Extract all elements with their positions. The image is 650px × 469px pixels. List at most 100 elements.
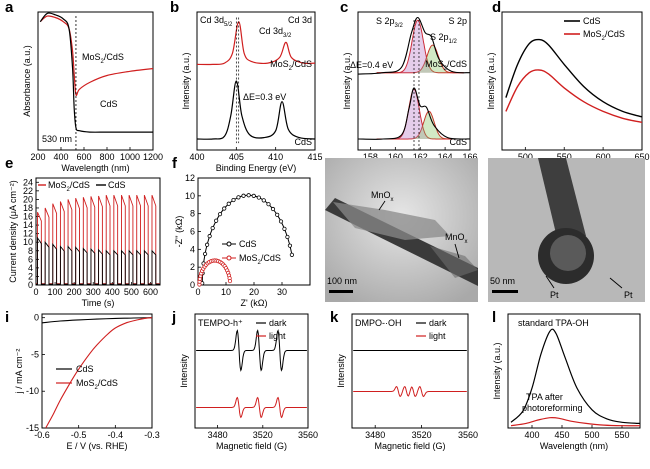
panel-j: j 3480 3520 3560 Magnetic field (G) Intensity… [171,309,318,451]
data-point [289,252,295,257]
arrow [454,243,460,259]
x-tick-label: -0.5 [71,430,87,440]
legend-entry: MoS2/CdS [48,180,90,193]
data-point [246,193,251,198]
data-point [236,195,241,200]
x-tick-label: 200 [30,152,45,162]
panel-g: gMnOxMnOx100 nm [325,158,478,302]
data-point [261,198,266,203]
y-tick-label: 0 [190,280,195,290]
x-tick-label: 3480 [365,430,385,440]
x-axis-label: Magnetic field (G) [374,441,445,451]
legend-marker [226,241,232,247]
y-tick-label: 0 [28,280,33,290]
x-tick-label: 400 [53,152,68,162]
panel-letter: i [5,309,9,326]
peak-label: Cd 3d3/2 [259,26,292,39]
x-tick-label: 600 [143,287,158,297]
curve-label-mos2-cds: MoS2/CdS [425,59,467,72]
curve-label-mos2-cds: MoS2/CdS [270,59,312,72]
x-tick-label: 1000 [120,152,140,162]
legend-cds: CdS [100,99,118,109]
y-tick-label: 8 [28,246,33,256]
x-tick-label: 10 [221,287,231,297]
legend-entry: CdS [76,364,94,374]
series-cds [41,317,153,324]
y-tick-label: 4 [28,263,33,273]
data-point [204,242,210,247]
data-point [226,201,231,206]
x-tick-label: 3560 [298,430,318,440]
pt-label: Pt [624,290,633,300]
y-axis-label: -Z'' (kΩ) [174,216,184,248]
panel-f: f 0 10 20 30 0 2 4 6 8 10 12 Z' (kΩ) -Z'' (kΩ) CdS MoS2… [172,155,311,308]
y-tick-label: 12 [185,173,195,183]
x-tick-label: 300 [86,287,101,297]
data-point [241,193,246,198]
y-tick-label: -15 [26,423,39,433]
series-cds [36,236,160,285]
x-tick-label: -0.3 [144,430,160,440]
data-point [251,193,256,198]
data-point [278,219,284,224]
x-tick-label: 500 [518,152,533,162]
plot-frame [351,313,469,429]
panel-h: hPtPt50 nm [488,158,645,302]
particle-core [550,235,586,271]
legend-entry: light [429,331,446,341]
data-point [210,225,215,231]
panel-a: a 200 400 600 800 1000 1200 Wavelength (nm) Abso… [5,0,163,173]
legend-entry: CdS [583,16,601,26]
data-point [285,234,290,240]
fit-area [376,20,464,73]
panel-k: k 3480 3520 3560 Magnetic field (G) Intensity… [330,309,478,451]
series-mos2-cds [45,317,153,429]
x-tick-label: 415 [307,152,322,162]
legend-entry: light [269,331,286,341]
panel-c: c158160162164166Binding Energy (eV)Inten… [340,0,478,173]
y-axis-label: Intensity (a.u.) [486,52,496,109]
data-point [231,197,236,203]
panel-letter: j [171,309,176,326]
scale-bar-label: 100 nm [327,276,357,286]
y-tick-label: 24 [23,177,33,187]
mnox-layer [333,202,450,240]
legend-entry: dark [269,318,287,328]
curve-label-tpa: photoreforming [522,403,583,413]
series-cds [39,12,153,133]
scale-bar [492,290,518,293]
x-tick-label: 200 [67,287,82,297]
x-tick-label: 3560 [458,430,478,440]
panel-e: e0 100 200 300 400 500 60002468101214161820222… [5,155,161,308]
y-axis-label: Intensity [336,354,346,388]
series-light [353,385,467,398]
y-axis-label: Intensity (a.u.) [492,342,502,399]
data-point [282,226,287,231]
data-point [270,206,276,212]
x-tick-label: 0 [195,287,200,297]
legend-entry: MoS2/CdS [239,253,281,266]
panel-b: b 400 405 410 415 Binding Energy (eV) Intensit… [170,0,323,173]
x-tick-label: 20 [249,287,259,297]
fit-area [376,89,464,139]
mnox-label: MnOx [445,232,468,245]
y-tick-label: 0 [34,313,39,323]
nanorod [538,158,586,242]
legend-entry: dark [429,318,447,328]
data-point [227,278,233,284]
x-tick-label: 1200 [143,152,163,162]
x-tick-label: 400 [189,152,204,162]
x-tick-label: 410 [268,152,283,162]
x-tick-label: 100 [48,287,63,297]
y-tick-label: 6 [190,227,195,237]
y-axis-label: Absorbance (a.u.) [22,45,32,117]
element-label: Cd 3d [288,15,312,25]
y-axis-label: j / mA cm⁻² [14,349,24,395]
x-tick-label: 800 [99,152,114,162]
element-label: S 2p [448,16,467,26]
series-cds [357,87,471,140]
plot-frame [37,11,154,151]
y-axis-label: Intensity (a.u.) [181,52,191,109]
plot-frame [507,313,641,429]
